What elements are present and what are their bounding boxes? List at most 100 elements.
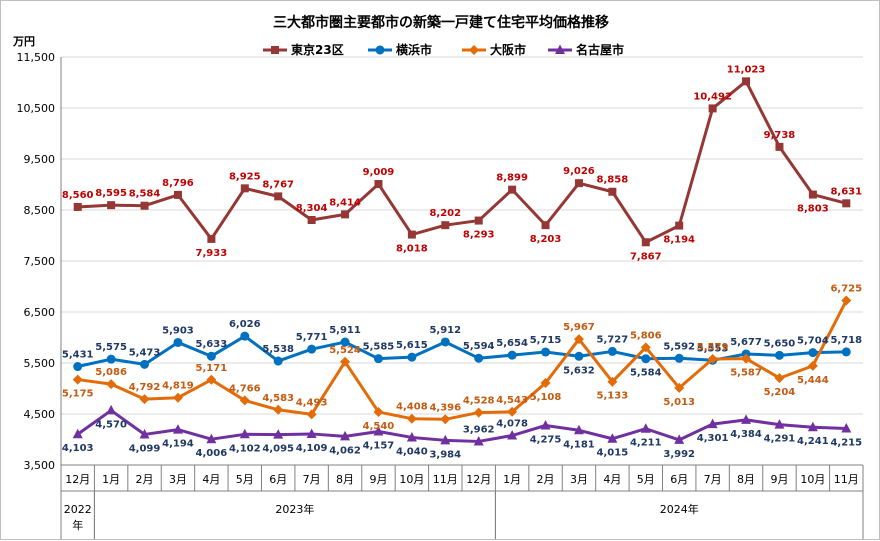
- marker-triangle: [239, 428, 250, 439]
- data-label: 8,203: [530, 234, 562, 245]
- x-tick-label: 11月: [433, 473, 458, 486]
- y-tick-label: 7,500: [24, 255, 56, 268]
- data-label: 7,867: [630, 251, 662, 262]
- data-label: 4,275: [530, 434, 562, 445]
- data-label: 5,967: [563, 322, 595, 333]
- marker-square: [842, 199, 851, 208]
- data-label: 5,086: [95, 367, 127, 378]
- data-label: 5,133: [597, 391, 629, 402]
- y-tick-label: 11,500: [17, 51, 56, 64]
- data-label: 11,023: [727, 64, 766, 75]
- marker-diamond: [206, 374, 217, 385]
- x-tick-label: 9月: [770, 473, 788, 486]
- x-tick-label: 11月: [834, 473, 859, 486]
- x-tick-label: 6月: [269, 473, 287, 486]
- legend-label: 名古屋市: [576, 42, 624, 57]
- data-label: 8,018: [396, 244, 428, 255]
- y-tick-label: 4,500: [24, 408, 56, 421]
- series-line-2: [77, 299, 848, 421]
- marker-square: [173, 190, 182, 199]
- data-label: 8,584: [129, 189, 161, 200]
- data-label: 4,540: [363, 421, 395, 432]
- marker-circle: [373, 354, 383, 364]
- data-label: 5,524: [329, 345, 361, 356]
- marker-triangle: [774, 419, 785, 429]
- marker-diamond: [807, 360, 818, 371]
- marker-triangle: [72, 428, 83, 439]
- marker-square: [240, 184, 249, 193]
- marker-diamond: [273, 404, 284, 415]
- chart-title: 三大都市圏主要都市の新築一戸建て住宅平均価格推移: [273, 14, 609, 31]
- data-label: 8,803: [797, 204, 829, 215]
- marker-diamond: [139, 394, 150, 405]
- data-label: 8,858: [597, 175, 629, 186]
- marker-triangle: [807, 421, 818, 432]
- data-label: 5,727: [597, 334, 629, 345]
- data-label: 4,006: [196, 448, 228, 459]
- data-label: 5,575: [95, 342, 127, 353]
- marker-square: [274, 192, 283, 201]
- data-label: 4,181: [563, 439, 595, 450]
- marker-diamond: [340, 356, 351, 367]
- data-label: 4,291: [764, 434, 796, 445]
- marker-diamond: [239, 395, 250, 406]
- data-label: 4,583: [262, 393, 294, 404]
- marker-triangle: [440, 434, 451, 445]
- data-label: 8,899: [496, 173, 528, 184]
- legend-label: 大阪市: [490, 42, 526, 57]
- marker-circle: [206, 351, 216, 361]
- marker-circle: [240, 331, 250, 341]
- marker-square: [608, 187, 617, 196]
- marker-diamond: [72, 374, 83, 385]
- marker-circle: [106, 354, 116, 364]
- data-label: 5,013: [663, 397, 695, 408]
- data-label: 5,771: [296, 332, 328, 343]
- series-line-0: [77, 79, 847, 244]
- data-label: 5,911: [329, 325, 361, 336]
- marker-square: [775, 142, 784, 151]
- marker-diamond: [841, 295, 852, 306]
- data-label: 5,579: [697, 342, 729, 353]
- marker-square: [641, 238, 650, 247]
- x-tick-label: 1月: [503, 473, 521, 486]
- marker-circle: [407, 352, 417, 362]
- data-label: 5,903: [162, 325, 194, 336]
- x-tick-label: 9月: [369, 473, 387, 486]
- data-label: 4,194: [162, 439, 194, 450]
- data-label: 4,109: [296, 443, 328, 454]
- data-label: 5,592: [663, 341, 695, 352]
- data-label: 8,767: [262, 179, 294, 190]
- data-label: 5,677: [730, 337, 762, 348]
- marker-diamond: [573, 334, 584, 345]
- marker-square: [675, 221, 684, 230]
- series-line-3: [76, 408, 847, 443]
- data-label: 5,633: [196, 339, 228, 350]
- data-label: 4,408: [396, 402, 428, 413]
- year-label: 2024年: [660, 502, 699, 516]
- marker-diamond: [469, 45, 479, 55]
- data-label: 5,175: [62, 389, 94, 400]
- data-label: 4,062: [329, 445, 361, 456]
- data-label: 5,650: [764, 338, 796, 349]
- data-label: 4,384: [730, 429, 762, 440]
- x-tick-label: 12月: [466, 473, 491, 486]
- data-label: 5,204: [764, 387, 796, 398]
- marker-square: [207, 234, 216, 243]
- data-label: 4,528: [463, 396, 495, 407]
- marker-circle: [307, 344, 317, 354]
- marker-circle: [774, 350, 784, 360]
- data-label: 4,040: [396, 446, 428, 457]
- y-axis: 3,500 4,500 5,500 6,500 7,500 8,500 9,500 10,50…: [17, 51, 62, 472]
- data-label: 5,585: [363, 342, 395, 353]
- marker-circle: [73, 362, 83, 372]
- data-label: 5,718: [830, 335, 862, 346]
- marker-triangle: [139, 428, 150, 439]
- data-label: 4,095: [262, 444, 294, 455]
- marker-circle: [541, 347, 551, 357]
- x-axis: 2022 年 2023年 2024年 12月 1月 2月 3月 4月 5月 6月 7月 8月 9月 10月 1…: [60, 464, 864, 539]
- x-tick-label: 12月: [65, 473, 90, 486]
- data-label: 8,925: [229, 171, 261, 182]
- year-label: 2022: [64, 503, 92, 516]
- marker-diamond: [373, 406, 384, 417]
- x-tick-label: 8月: [737, 473, 755, 486]
